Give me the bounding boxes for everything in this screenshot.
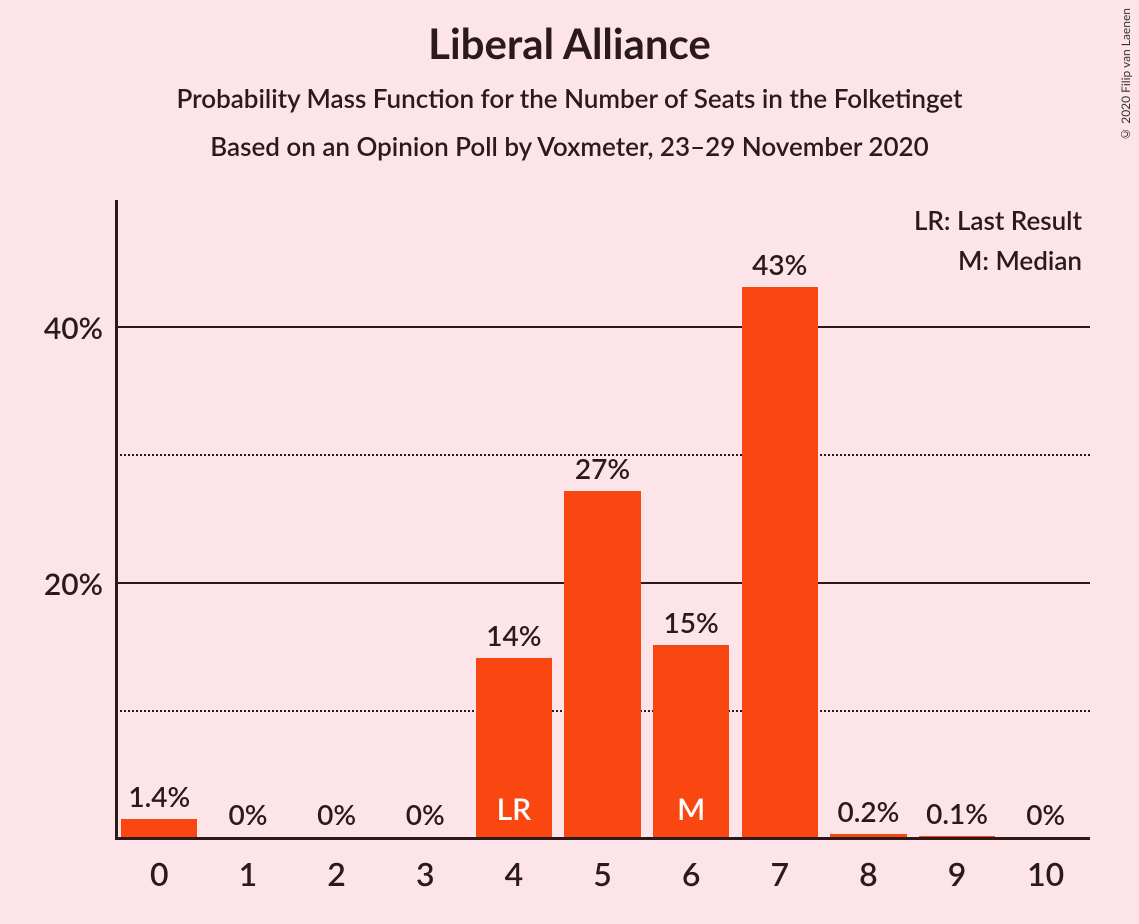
- chart-title: Liberal Alliance: [0, 18, 1139, 68]
- chart-subtitle-2: Based on an Opinion Poll by Voxmeter, 23…: [0, 130, 1139, 162]
- bar: 0.2%: [830, 834, 906, 837]
- bar: 1.4%: [121, 819, 197, 837]
- x-axis-label: 6: [682, 854, 701, 893]
- x-axis-label: 10: [1027, 854, 1064, 893]
- bar-value-label: 43%: [752, 247, 807, 281]
- x-axis-label: 9: [948, 854, 967, 893]
- bar-marker: M: [677, 791, 705, 827]
- y-axis-label: 40%: [44, 310, 103, 346]
- legend-m: M: Median: [914, 244, 1082, 276]
- y-axis: [115, 200, 118, 840]
- x-axis-label: 7: [770, 854, 789, 893]
- bar-value-label: 27%: [575, 451, 630, 485]
- legend-lr: LR: Last Result: [914, 204, 1082, 236]
- bar: 0.1%: [919, 836, 995, 837]
- bar-value-label: 0%: [406, 797, 445, 831]
- y-axis-label: 20%: [44, 566, 103, 602]
- bar: 14%LR: [476, 658, 552, 837]
- bar-marker: LR: [497, 791, 532, 827]
- copyright-text: © 2020 Filip van Laenen: [1118, 8, 1133, 142]
- x-axis-label: 5: [593, 854, 612, 893]
- x-axis-label: 1: [239, 854, 258, 893]
- x-axis-label: 4: [505, 854, 524, 893]
- x-axis: [115, 837, 1090, 840]
- bar: 15%M: [653, 645, 729, 837]
- bar-value-label: 14%: [486, 618, 541, 652]
- x-axis-label: 0: [150, 854, 169, 893]
- bar-value-label: 0.2%: [837, 794, 899, 828]
- x-axis-label: 8: [859, 854, 878, 893]
- bar-value-label: 0.1%: [926, 796, 988, 830]
- bar-value-label: 15%: [664, 605, 719, 639]
- gridline-major: [115, 326, 1090, 328]
- bar-value-label: 0%: [228, 797, 267, 831]
- legend: LR: Last Result M: Median: [914, 204, 1082, 284]
- bar-value-label: 0%: [1026, 797, 1065, 831]
- chart-subtitle-1: Probability Mass Function for the Number…: [0, 82, 1139, 114]
- bar: 27%: [564, 491, 640, 837]
- chart-plot-area: 20%40%1.4%00%10%20%314%LR427%515%M643%70…: [115, 200, 1090, 840]
- x-axis-label: 2: [327, 854, 346, 893]
- x-axis-label: 3: [416, 854, 435, 893]
- bar-value-label: 0%: [317, 797, 356, 831]
- bar-value-label: 1.4%: [128, 779, 190, 813]
- bar: 43%: [742, 287, 818, 837]
